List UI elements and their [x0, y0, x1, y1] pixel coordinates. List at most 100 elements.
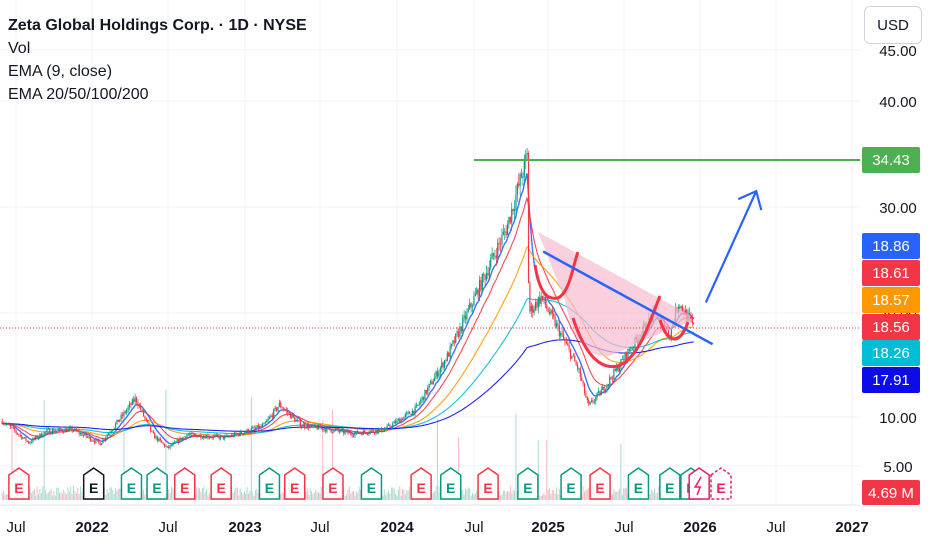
- earnings-event-icon[interactable]: [258, 467, 281, 500]
- indicator-volume[interactable]: Vol: [8, 40, 31, 57]
- candle-body: [159, 438, 161, 441]
- indicator-ema-ribbon[interactable]: EMA 20/50/100/200: [8, 86, 149, 103]
- candle-body: [71, 427, 73, 432]
- candle-body: [238, 433, 240, 436]
- earnings-event-icon[interactable]: [477, 467, 499, 500]
- earnings-event-icon[interactable]: [146, 467, 168, 500]
- candle-body: [544, 296, 546, 306]
- earnings-event-icon[interactable]: [517, 467, 539, 500]
- candle-body: [277, 407, 279, 411]
- price-badge-label: 17.91: [872, 372, 910, 389]
- symbol-title[interactable]: Zeta Global Holdings Corp. · 1D · NYSE: [8, 17, 307, 34]
- candle-body: [624, 352, 626, 361]
- candle-body: [435, 371, 437, 377]
- projection-arrow-head[interactable]: [737, 189, 763, 211]
- candle-body: [464, 315, 467, 320]
- candle-body: [498, 242, 500, 244]
- candle-body: [366, 433, 369, 435]
- volume-bar: [507, 490, 509, 500]
- earnings-event-icon[interactable]: [439, 467, 462, 500]
- candle-body: [151, 431, 153, 432]
- volume-bar: [358, 486, 360, 500]
- volume-bar: [558, 488, 560, 500]
- earnings-event-icon[interactable]: [410, 467, 432, 500]
- volume-bar: [241, 492, 243, 500]
- earnings-event-icon[interactable]: [210, 467, 232, 500]
- earnings-event-icon[interactable]: [322, 467, 344, 500]
- candle-body: [372, 430, 374, 433]
- earnings-event-icon[interactable]: [120, 467, 143, 500]
- volume-bar: [45, 489, 47, 500]
- earnings-event-icon[interactable]: [627, 467, 650, 500]
- candle-body: [96, 439, 98, 441]
- candle-body: [88, 436, 90, 438]
- handle-arc[interactable]: [658, 319, 690, 341]
- volume-bar: [537, 440, 539, 500]
- candle-body: [168, 446, 170, 448]
- candle-body: [93, 441, 96, 443]
- candle-body: [602, 386, 604, 390]
- candle-body: [61, 429, 63, 432]
- candle-body: [140, 405, 142, 410]
- time-tick-label: Jul: [158, 519, 177, 536]
- earnings-event-icon[interactable]: [710, 467, 732, 500]
- candle-body: [557, 323, 559, 326]
- candle-body: [141, 409, 143, 411]
- volume-bar: [392, 487, 394, 500]
- candle-body: [287, 410, 289, 413]
- candle-body: [345, 430, 348, 432]
- volume-bar: [465, 488, 467, 500]
- volume-bar: [476, 490, 478, 500]
- candle-body: [478, 279, 481, 297]
- cup-left-arc[interactable]: [533, 251, 580, 300]
- volume-bar: [56, 487, 58, 500]
- candle-body: [166, 446, 168, 448]
- candle-body: [123, 411, 125, 416]
- earnings-event-icon[interactable]: [8, 467, 30, 500]
- candle-body: [603, 386, 605, 392]
- volume-bar: [343, 488, 345, 500]
- candle-body: [380, 427, 383, 432]
- indicator-ema-9[interactable]: EMA (9, close): [8, 63, 113, 80]
- currency-button[interactable]: USD: [864, 6, 922, 44]
- earnings-event-icon[interactable]: [659, 467, 681, 500]
- candle-body: [590, 400, 593, 402]
- candle-body: [114, 423, 117, 428]
- candle-body: [64, 428, 66, 433]
- candle-body: [134, 397, 136, 402]
- volume-bar: [348, 486, 350, 500]
- volume-bar: [106, 489, 108, 500]
- earnings-event-icon[interactable]: [173, 467, 196, 500]
- volume-bar: [235, 487, 237, 500]
- candle-body: [618, 367, 621, 372]
- earnings-event-icon[interactable]: [360, 467, 383, 500]
- candle-body: [152, 431, 154, 434]
- cup-main-arc[interactable]: [571, 295, 662, 369]
- candle-body: [217, 434, 219, 437]
- candle-body: [281, 407, 283, 409]
- projection-arrow-shaft[interactable]: [704, 190, 758, 303]
- volume-bar: [353, 491, 355, 500]
- candle-body: [196, 435, 198, 438]
- volume-bar: [515, 413, 517, 500]
- earnings-event-icon[interactable]: [589, 467, 611, 500]
- candle-body: [427, 387, 429, 394]
- earnings-event-icon[interactable]: [283, 467, 306, 500]
- earnings-event-icon[interactable]: [82, 467, 105, 500]
- earnings-event-icon[interactable]: [560, 467, 582, 500]
- candle-body: [144, 416, 146, 419]
- volume-bar: [234, 490, 236, 500]
- volume-bar: [144, 494, 146, 500]
- candle-body: [523, 158, 525, 177]
- candle-body: [302, 424, 304, 427]
- candle-body: [298, 420, 300, 422]
- candle-body: [266, 420, 268, 423]
- volume-bar: [319, 493, 321, 500]
- volume-bar: [542, 494, 544, 500]
- earnings-event-icon[interactable]: [688, 467, 710, 500]
- candle-body: [92, 440, 94, 442]
- candle-body: [411, 410, 413, 415]
- descending-trendline[interactable]: [542, 250, 714, 346]
- volume-bar: [39, 489, 41, 500]
